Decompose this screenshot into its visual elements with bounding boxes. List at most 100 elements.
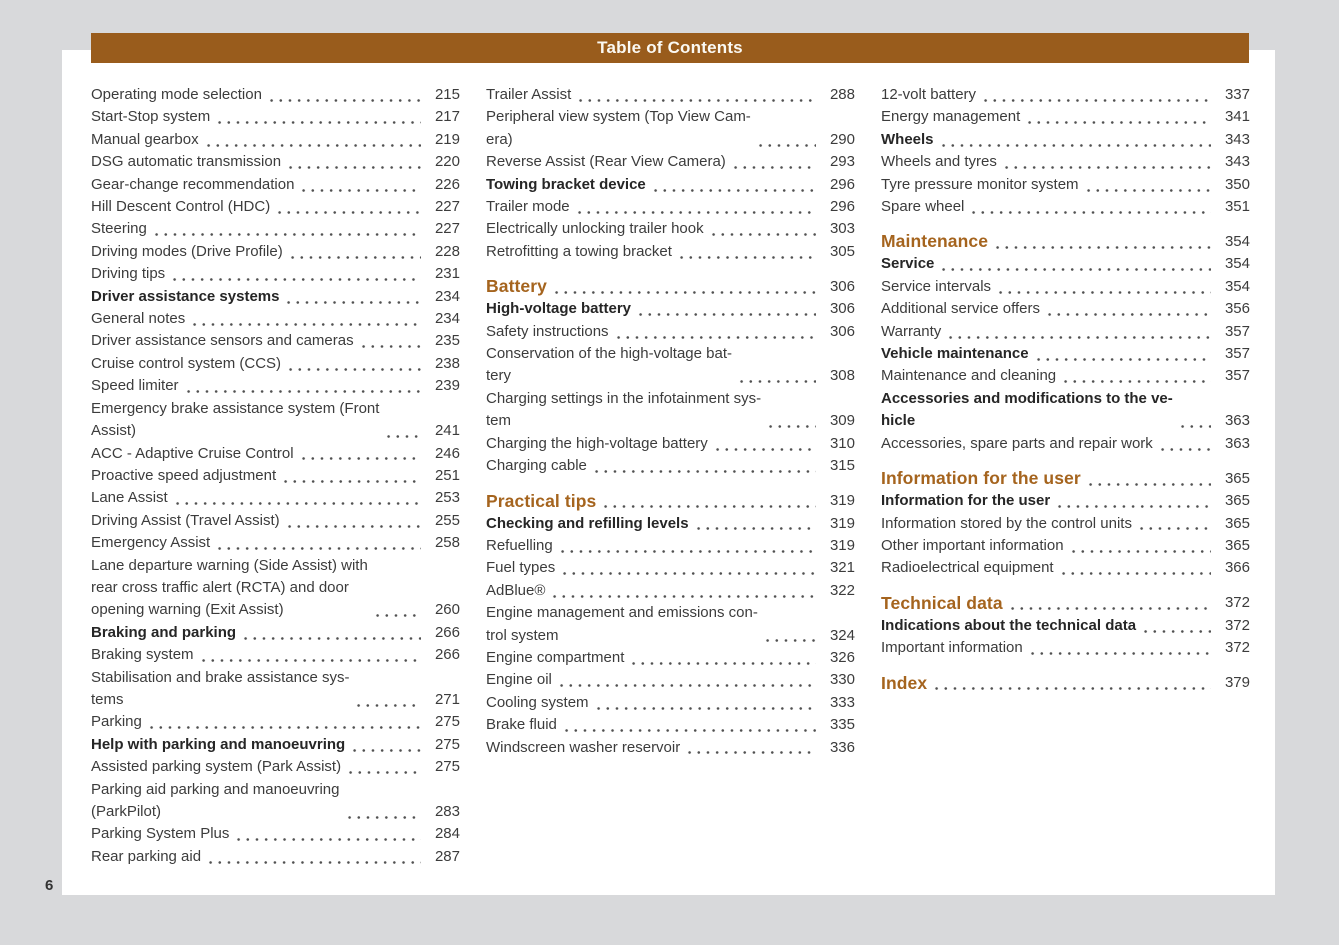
dot-leader — [1007, 607, 1211, 611]
dot-leader — [1055, 505, 1211, 508]
dot-leader — [286, 166, 421, 170]
toc-entry-page: 343 — [1224, 130, 1250, 148]
toc-entry: Charging the high-voltage battery 310 — [486, 433, 855, 455]
toc-entry: Brake fluid 335 — [486, 714, 855, 736]
toc-entry-label: Accessories, spare parts and repair work — [881, 434, 1153, 452]
toc-entry-page: 357 — [1224, 345, 1250, 363]
toc-entry-page: 363 — [1224, 412, 1250, 430]
toc-entry-label: Gear-change recommendation — [91, 175, 295, 193]
toc-entry: ACC - Adaptive Cruise Control 246 — [91, 443, 460, 465]
toc-entry: Lane Assist 253 — [91, 487, 460, 509]
toc-entry: High-voltage battery 306 — [486, 298, 855, 320]
toc-entry-label: Operating mode selection — [91, 86, 262, 103]
dot-leader — [712, 447, 816, 451]
toc-entry-page: 226 — [434, 175, 460, 193]
toc-entry: Information stored by the control units 3… — [881, 513, 1250, 535]
toc-entry-page: 239 — [434, 377, 460, 395]
toc-entry-page: 365 — [1224, 514, 1250, 532]
toc-column-3: 12-volt battery 337 Energy management 341 Wh… — [881, 84, 1250, 868]
dot-leader — [601, 505, 816, 508]
toc-entry: Trailer Assist 288 — [486, 84, 855, 106]
toc-entry-page: 290 — [829, 130, 855, 148]
toc-entry: Proactive speed adjustment 251 — [91, 465, 460, 487]
dot-leader — [190, 322, 421, 326]
toc-entry-label: Battery — [486, 276, 548, 297]
toc-entry-page: 219 — [434, 130, 460, 148]
toc-entry-label: Maintenance and cleaning — [881, 367, 1057, 385]
toc-entry-label: Trailer mode — [486, 198, 570, 216]
toc-entry-label: Steering — [91, 220, 147, 238]
toc-entry: Driving tips 231 — [91, 263, 460, 285]
toc-entry-page: 350 — [1224, 175, 1250, 193]
dot-leader — [613, 335, 816, 339]
toc-entry-label: Brake fluid — [486, 716, 557, 734]
dot-leader — [576, 98, 816, 102]
toc-entry-page: 306 — [829, 300, 855, 318]
toc-entry-label: Engine management and emissions con- tro… — [486, 604, 758, 644]
toc-entry: Driving Assist (Travel Assist) 255 — [91, 510, 460, 532]
toc-entry-label: Service — [881, 255, 935, 273]
toc-entry-page: 354 — [1224, 255, 1250, 273]
toc-entry-label: Trailer Assist — [486, 86, 572, 103]
toc-entry-page: 275 — [434, 758, 460, 776]
toc-entry: Refuelling 319 — [486, 535, 855, 557]
toc-entry-page: 354 — [1224, 277, 1250, 295]
dot-leader — [286, 367, 421, 371]
toc-entry-label: Proactive speed adjustment — [91, 466, 277, 484]
dot-leader — [1083, 188, 1211, 192]
toc-entry: Accessories and modifications to the ve-… — [881, 388, 1250, 433]
toc-entry-label: Speed limiter — [91, 377, 179, 395]
toc-entry: Retrofitting a towing bracket 305 — [486, 241, 855, 263]
toc-entry-page: 287 — [434, 847, 460, 865]
dot-leader — [146, 726, 421, 730]
toc-entry-page: 319 — [829, 536, 855, 554]
toc-entry-page: 246 — [434, 444, 460, 462]
toc-entry: Charging settings in the infotainment sy… — [486, 388, 855, 433]
toc-entry-label: Peripheral view system (Top View Cam- er… — [486, 108, 751, 148]
toc-entry-page: 326 — [829, 648, 855, 666]
toc-entry-label: ACC - Adaptive Cruise Control — [91, 444, 294, 462]
toc-entry-page: 343 — [1224, 153, 1250, 171]
toc-entry-label: Braking and parking — [91, 623, 237, 641]
dot-leader — [198, 659, 421, 663]
dot-leader — [766, 425, 816, 429]
toc-entry-page: 220 — [434, 153, 460, 171]
toc-entry: Driver assistance sensors and cameras 235 — [91, 330, 460, 352]
toc-entry-page: 324 — [829, 626, 855, 644]
dot-leader — [275, 210, 421, 214]
toc-entry-label: High-voltage battery — [486, 300, 632, 318]
toc-entry-page: 330 — [829, 671, 855, 689]
dot-leader — [552, 290, 816, 294]
dot-leader — [299, 188, 421, 192]
toc-entry-label: Charging the high-voltage battery — [486, 434, 708, 452]
toc-entry: Conservation of the high-voltage bat- te… — [486, 343, 855, 388]
toc-entry-page: 357 — [1224, 367, 1250, 385]
dot-leader — [693, 527, 816, 531]
toc-entry-page: 341 — [1224, 108, 1250, 126]
toc-entry-label: Manual gearbox — [91, 130, 199, 148]
toc-entry-label: Indications about the technical data — [881, 616, 1137, 634]
toc-entry-label: Driver assistance systems — [91, 287, 280, 305]
toc-entry-label: Accessories and modifications to the ve-… — [881, 389, 1173, 430]
dot-leader — [170, 278, 421, 282]
page-number: 6 — [45, 877, 54, 894]
dot-leader — [1027, 652, 1211, 656]
toc-entry-page: 363 — [1224, 434, 1250, 452]
toc-entry: Start-Stop system 217 — [91, 106, 460, 128]
toc-column-1: Operating mode selection 215 Start-Stop sy… — [91, 84, 460, 868]
toc-entry-page: 303 — [829, 220, 855, 238]
dot-leader — [350, 748, 421, 752]
toc-entry-label: Towing bracket device — [486, 175, 646, 193]
toc-entry-page: 288 — [829, 86, 855, 103]
toc-entry: Charging cable 315 — [486, 455, 855, 477]
toc-entry-page: 215 — [434, 86, 460, 103]
toc-entry-label: Technical data — [881, 592, 1003, 613]
toc-entry-label: Wheels — [881, 130, 934, 148]
dot-leader — [206, 860, 421, 864]
dot-leader — [298, 457, 421, 461]
toc-entry-page: 365 — [1224, 492, 1250, 510]
toc-entry-label: Driver assistance sensors and cameras — [91, 332, 354, 350]
toc-entry-label: 12-volt battery — [881, 86, 977, 103]
toc-entry: Trailer mode 296 — [486, 196, 855, 218]
dot-leader — [946, 335, 1211, 339]
